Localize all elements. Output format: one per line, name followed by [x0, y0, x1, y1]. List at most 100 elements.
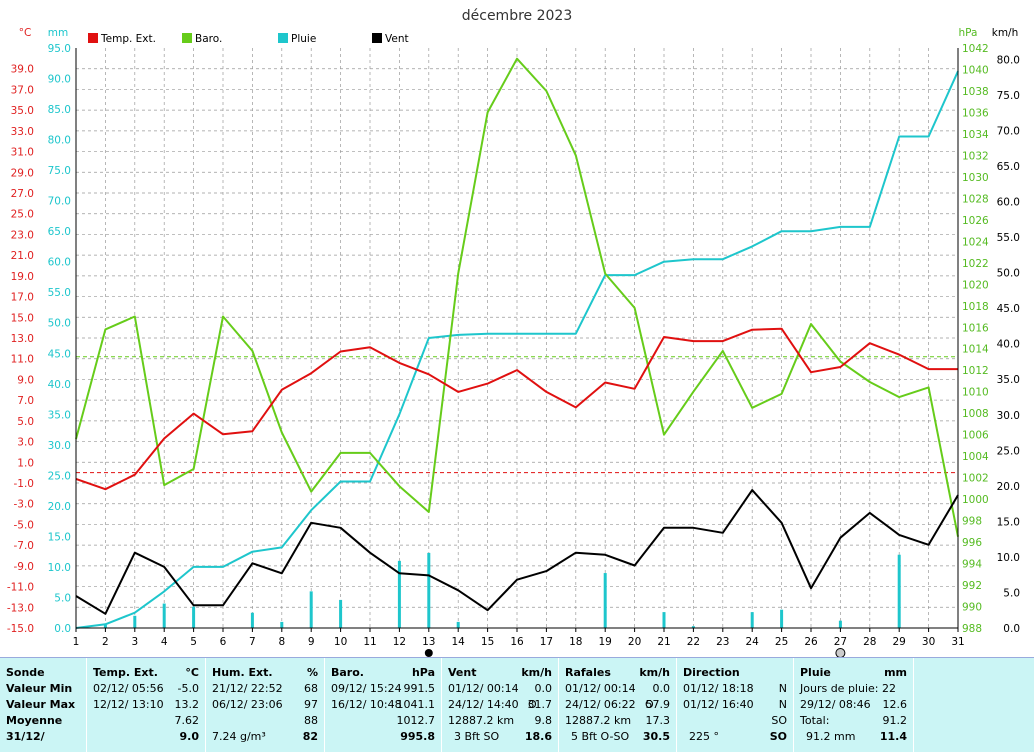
temp-tick-label: 17.0: [11, 292, 34, 304]
baro-max-date: 16/12/ 10:48: [331, 698, 402, 711]
temp-last: 9.0: [179, 730, 200, 743]
x-tick-label: 14: [452, 636, 466, 648]
sonde-date: 31/12/: [6, 730, 45, 743]
baro-tick-label: 988: [962, 623, 982, 635]
rain-bar: [280, 621, 284, 628]
x-tick-label: 18: [569, 636, 582, 648]
baro-tick-label: 1038: [962, 86, 989, 98]
temp-tick-label: -3.0: [14, 499, 35, 511]
temp-unit: °C: [185, 666, 199, 679]
rain-tick-label: 40.0: [48, 379, 71, 391]
stats-table: Sonde Valeur Min Valeur Max Moyenne 31/1…: [0, 657, 1034, 752]
vent-bft: 3 Bft SO: [454, 730, 500, 743]
rain-bar: [250, 612, 254, 628]
rafales-dist: 12887.2 km: [565, 714, 632, 727]
baro-tick-label: 1028: [962, 193, 989, 205]
baro-tick-label: 1036: [962, 107, 989, 119]
rain-tick-label: 65.0: [48, 226, 71, 238]
rain-bar: [780, 609, 784, 628]
temp-tick-label: 39.0: [11, 64, 34, 76]
pluie-unit: mm: [884, 666, 907, 679]
col-rafales: Rafales km/h 01/12/ 00:14 0.0 24/12/ 06:22…: [559, 658, 677, 752]
temp-tick-label: -1.0: [14, 478, 35, 490]
baro-title: Baro.: [331, 666, 364, 679]
x-tick-label: 20: [628, 636, 641, 648]
baro-tick-label: 1000: [962, 494, 989, 506]
temp-tick-label: 7.0: [17, 395, 34, 407]
rafales-max-dir: O: [645, 698, 654, 711]
temp-tick-label: 31.0: [11, 147, 34, 159]
series-lines: [75, 57, 959, 629]
baro-unit-label: hPa: [959, 27, 978, 39]
x-tick-label: 19: [599, 636, 612, 648]
x-tick-label: 24: [746, 636, 760, 648]
wind-tick-label: 60.0: [997, 197, 1020, 209]
pluie-total2: 91.2 mm: [806, 730, 856, 743]
hum-max-val: 97: [304, 698, 318, 711]
rafales-max-date: 24/12/ 06:22: [565, 698, 636, 711]
rain-unit-label: mm: [48, 27, 68, 39]
x-tick-label: 3: [131, 636, 138, 648]
sonde-avg: Moyenne: [6, 714, 63, 727]
temp-tick-label: 1.0: [17, 457, 34, 469]
rain-bar: [897, 554, 901, 628]
x-tick-label: 31: [951, 636, 964, 648]
hum-last: 82: [302, 730, 318, 743]
baro-tick-label: 998: [962, 516, 982, 528]
temp-tick-label: -5.0: [14, 519, 35, 531]
sonde-max: Valeur Max: [6, 698, 76, 711]
rain-bar: [133, 615, 137, 628]
temp-title: Temp. Ext.: [93, 666, 158, 679]
temp-tick-label: 27.0: [11, 188, 34, 200]
wind-tick-label: 55.0: [997, 232, 1020, 244]
baro-tick-label: 1040: [962, 64, 989, 76]
wind-tick-label: 30.0: [997, 410, 1020, 422]
vent-avg: 9.8: [534, 714, 553, 727]
baro-tick-label: 1016: [962, 322, 989, 334]
rain-tick-label: 85.0: [48, 104, 71, 116]
baro-min-val: 991.5: [403, 682, 436, 695]
temp-min-date: 02/12/ 05:56: [93, 682, 164, 695]
rafales-bft: 5 Bft O-SO: [571, 730, 630, 743]
baro-tick-label: 1030: [962, 172, 989, 184]
baro-tick-label: 1004: [962, 451, 989, 463]
rain-tick-label: 0.0: [54, 623, 71, 635]
col-temp: Temp. Ext. °C 02/12/ 05:56 -5.0 12/12/ 13:…: [87, 658, 206, 752]
temp-tick-label: 35.0: [11, 105, 34, 117]
rain-tick-label: 30.0: [48, 440, 71, 452]
rain-bar: [838, 620, 842, 628]
pluie-max-date: 29/12/ 08:46: [800, 698, 871, 711]
baro-avg: 1012.7: [396, 714, 436, 727]
vent-max-dir: O: [528, 698, 537, 711]
baro-tick-label: 992: [962, 580, 982, 592]
col-sonde: Sonde Valeur Min Valeur Max Moyenne 31/1…: [0, 658, 87, 752]
x-tick-label: 6: [220, 636, 227, 648]
legend-label-temp: Temp. Ext.: [100, 33, 156, 45]
temp-tick-label: 37.0: [11, 84, 34, 96]
pluie-days: Jours de pluie: 22: [800, 682, 896, 695]
baro-tick-label: 996: [962, 537, 982, 549]
legend-swatch-rain: [278, 33, 288, 43]
x-tick-label: 29: [893, 636, 906, 648]
rafales-min-date: 01/12/ 00:14: [565, 682, 636, 695]
legend: Temp. Ext. Baro. Pluie Vent: [88, 33, 409, 45]
rain-tick-label: 50.0: [48, 318, 71, 330]
temp-tick-label: 21.0: [11, 250, 34, 262]
x-tick-label: 12: [393, 636, 406, 648]
temp-tick-label: 9.0: [17, 374, 34, 386]
baro-tick-label: 1018: [962, 301, 989, 313]
sonde-title: Sonde: [6, 666, 45, 679]
legend-label-baro: Baro.: [195, 33, 222, 45]
baro-tick-label: 1008: [962, 408, 989, 420]
vent-max-val: 31.7: [527, 698, 553, 711]
rain-tick-label: 35.0: [48, 409, 71, 421]
vent-min-date: 01/12/ 00:14: [448, 682, 519, 695]
pluie-max-val: 12.6: [882, 698, 908, 711]
rafales-avg: 17.3: [645, 714, 671, 727]
temp-tick-label: -11.0: [7, 582, 34, 594]
rain-bar: [691, 626, 695, 628]
hum-max-date: 06/12/ 23:06: [212, 698, 283, 711]
temp-tick-label: 11.0: [11, 354, 34, 366]
direction-last: SO: [769, 730, 787, 743]
baro-min-date: 09/12/ 15:24: [331, 682, 402, 695]
